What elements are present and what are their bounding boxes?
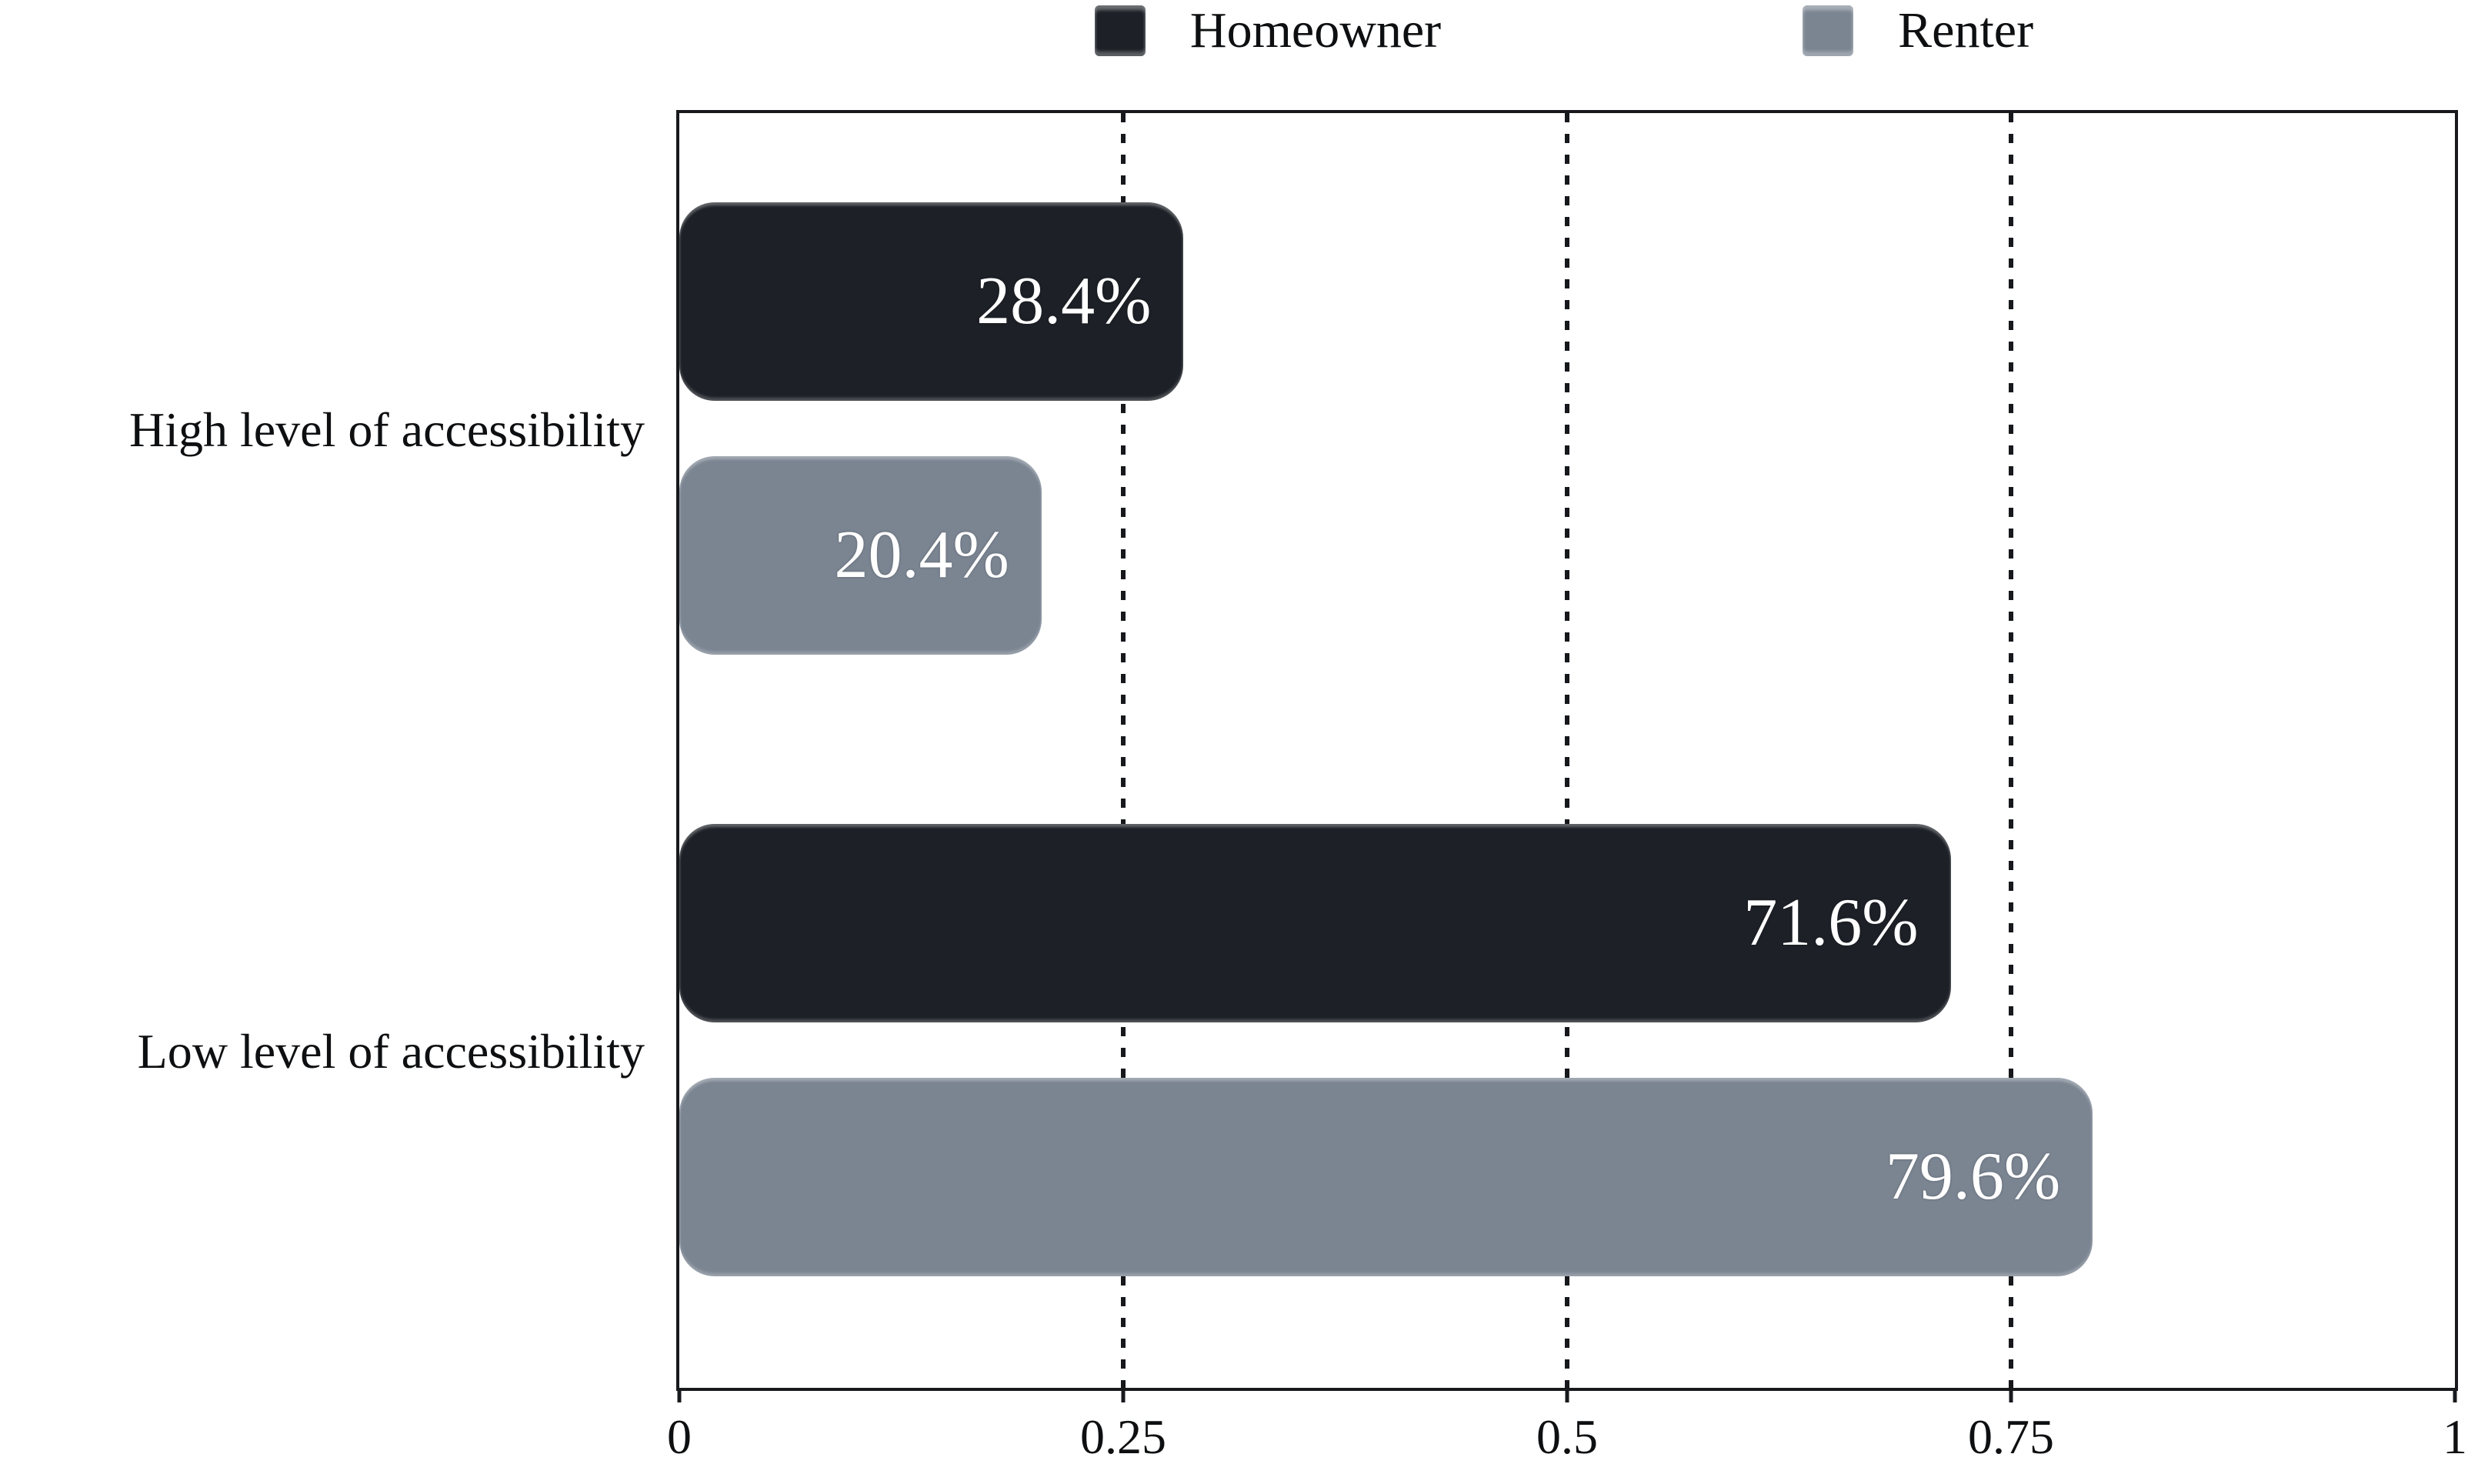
gridline <box>1565 113 1569 1388</box>
legend-label: Homeowner <box>1189 2 1442 58</box>
plot-inner: 28.4% 20.4% 71.6% 79.6% <box>679 113 2455 1388</box>
bar-value-label: 71.6% <box>1743 885 1919 960</box>
x-tick-label: 0.25 <box>1080 1409 1166 1464</box>
x-tick-mark <box>677 1390 682 1402</box>
category-label-high: High level of accessibility <box>128 402 645 457</box>
legend-item-renter: Renter <box>1803 5 2033 56</box>
x-tick-label: 1 <box>2443 1409 2467 1464</box>
x-tick-mark <box>2009 1390 2013 1402</box>
gridline <box>1121 113 1126 1388</box>
x-tick-label: 0.75 <box>1968 1409 2054 1464</box>
legend-item-homeowner: Homeowner <box>1094 2 1442 58</box>
bar-value-label: 79.6% <box>1885 1139 2061 1214</box>
x-tick-label: 0 <box>667 1409 692 1464</box>
legend-swatch-homeowner-icon <box>1094 5 1146 56</box>
x-tick-label: 0.5 <box>1536 1409 1598 1464</box>
category-label-low: Low level of accessibility <box>137 1023 645 1079</box>
bar-renter-high: 20.4% <box>679 456 1042 655</box>
legend-label: Renter <box>1898 2 2034 58</box>
plot-area: 28.4% 20.4% 71.6% 79.6% <box>676 110 2458 1391</box>
bar-value-label: 28.4% <box>976 264 1152 338</box>
bar-renter-low: 79.6% <box>679 1078 2093 1276</box>
bar-homeowner-high: 28.4% <box>679 202 1184 401</box>
gridline <box>2009 113 2013 1388</box>
legend-swatch-renter-icon <box>1803 5 1854 56</box>
x-tick-mark <box>2453 1390 2457 1402</box>
bar-value-label: 20.4% <box>834 518 1009 592</box>
x-tick-mark <box>1565 1390 1569 1402</box>
x-tick-mark <box>1121 1390 1126 1402</box>
legend: Homeowner Renter <box>676 0 2452 62</box>
bar-homeowner-low: 71.6% <box>679 824 1951 1022</box>
